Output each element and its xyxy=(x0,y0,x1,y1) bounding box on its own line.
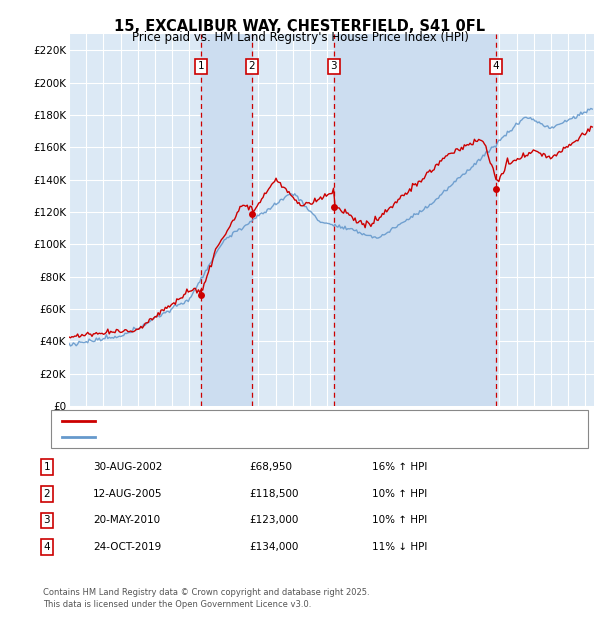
Text: 1: 1 xyxy=(43,462,50,472)
Text: 20-MAY-2010: 20-MAY-2010 xyxy=(93,515,160,526)
Text: 4: 4 xyxy=(493,61,499,71)
Text: 15, EXCALIBUR WAY, CHESTERFIELD, S41 0FL (semi-detached house): 15, EXCALIBUR WAY, CHESTERFIELD, S41 0FL… xyxy=(101,416,460,426)
Text: 12-AUG-2005: 12-AUG-2005 xyxy=(93,489,163,499)
Text: 2: 2 xyxy=(248,61,255,71)
Text: £123,000: £123,000 xyxy=(249,515,298,526)
Text: 10% ↑ HPI: 10% ↑ HPI xyxy=(372,489,427,499)
Text: 11% ↓ HPI: 11% ↓ HPI xyxy=(372,542,427,552)
Text: 16% ↑ HPI: 16% ↑ HPI xyxy=(372,462,427,472)
Bar xyxy=(201,34,252,406)
Text: £68,950: £68,950 xyxy=(249,462,292,472)
Text: £134,000: £134,000 xyxy=(249,542,298,552)
Text: £118,500: £118,500 xyxy=(249,489,299,499)
Text: 24-OCT-2019: 24-OCT-2019 xyxy=(93,542,161,552)
Text: 3: 3 xyxy=(331,61,337,71)
Text: 3: 3 xyxy=(43,515,50,526)
Text: Price paid vs. HM Land Registry's House Price Index (HPI): Price paid vs. HM Land Registry's House … xyxy=(131,31,469,44)
Text: 1: 1 xyxy=(197,61,204,71)
Text: 10% ↑ HPI: 10% ↑ HPI xyxy=(372,515,427,526)
Text: 30-AUG-2002: 30-AUG-2002 xyxy=(93,462,163,472)
Text: Contains HM Land Registry data © Crown copyright and database right 2025.
This d: Contains HM Land Registry data © Crown c… xyxy=(43,588,370,609)
Bar xyxy=(334,34,496,406)
Text: HPI: Average price, semi-detached house, Chesterfield: HPI: Average price, semi-detached house,… xyxy=(101,432,386,442)
Text: 15, EXCALIBUR WAY, CHESTERFIELD, S41 0FL: 15, EXCALIBUR WAY, CHESTERFIELD, S41 0FL xyxy=(115,19,485,33)
Text: 4: 4 xyxy=(43,542,50,552)
Text: 2: 2 xyxy=(43,489,50,499)
